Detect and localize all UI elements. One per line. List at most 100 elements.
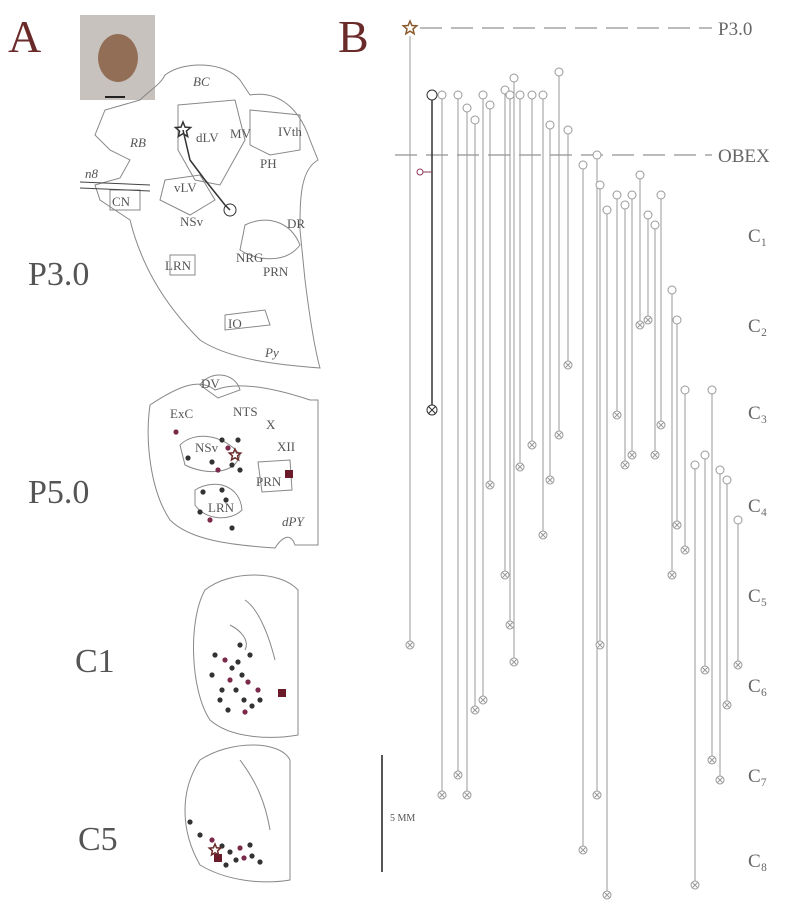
cell-dot [239,672,245,678]
track-start [733,515,743,525]
track-start [722,475,732,485]
track-end-cross [597,642,603,648]
region-label: X [266,417,276,432]
region-label: DV [201,376,220,391]
cell-dot [209,672,215,678]
cell-dot [247,842,253,848]
collateral-end [416,168,424,176]
cell-dot [241,855,247,861]
track-start [527,90,537,100]
cell-dot [197,832,203,838]
track-start [672,315,682,325]
cell-dot [223,862,229,868]
cell-dot [249,703,255,709]
section-outline [94,64,321,369]
track-end-cross [669,572,675,578]
region-label: PRN [256,474,282,489]
track-end-cross [709,757,715,763]
track-start [545,120,555,130]
cell-dot [217,697,223,703]
cell-dot [245,679,251,685]
cell-dot [219,437,225,443]
star-marker [401,19,419,36]
region-label: dPY [282,514,305,529]
cell-dot [222,657,228,663]
track-end-cross [511,659,517,665]
cell-square [278,689,286,697]
cell-dot [235,659,241,665]
region-label: NTS [233,404,258,419]
cell-dot [237,642,243,648]
cell-dot [209,837,215,843]
track-start [478,90,488,100]
level-label: C₆ [748,676,767,697]
region-label: PRN [263,264,289,279]
cell-dot [219,843,225,849]
tracks [405,36,743,900]
track-end-cross [529,442,535,448]
track-end-cross [487,482,493,488]
cell-dot [223,497,229,503]
cell-dot [249,853,255,859]
cell-square [214,854,222,862]
cell-square [285,470,293,478]
track-end-cross [724,702,730,708]
track-start [563,125,573,135]
region-label: IVth [278,124,302,139]
track-end [223,203,237,217]
track-end-cross [622,462,628,468]
track-end-cross [735,662,741,668]
region-label: vLV [174,180,197,195]
panel-label: B [338,11,369,62]
level-label: OBEX [718,146,770,167]
track-start [595,180,605,190]
track-start [592,150,602,160]
region-label: BC [193,74,210,89]
region-label: MV [230,126,252,141]
cell-dot [227,849,233,855]
region-label: LRN [165,258,192,273]
track-start [612,190,622,200]
cell-dot [187,819,193,825]
section-label: P3.0 [28,256,89,293]
track-start [650,220,660,230]
track-end-cross [565,362,571,368]
scale-label: 5 MM [390,813,415,824]
region-label: ExC [170,406,193,421]
level-label: C₇ [748,766,767,787]
track-start [627,190,637,200]
track-end-cross [502,572,508,578]
track-start [620,200,630,210]
track-end-cross [428,406,436,414]
cell-dot [255,687,261,693]
track-start [635,170,645,180]
region-label: NSv [195,440,219,455]
star-marker [173,120,193,139]
cell-dot [200,489,206,495]
cell-dot [229,665,235,671]
track-end-cross [455,772,461,778]
region-label: LRN [208,500,235,515]
cell-dot [225,445,231,451]
track-start [680,385,690,395]
track-start [509,73,519,83]
track-start [656,190,666,200]
region-outline [179,374,293,519]
level-label: C₁ [748,226,767,247]
track-end-cross [652,452,658,458]
track-start [602,205,612,215]
track-end-cross [556,432,562,438]
region-label: NSv [180,214,204,229]
track-end-cross [594,792,600,798]
section-label: C5 [78,821,118,858]
cell-dot [225,707,231,713]
level-label: P3.0 [718,19,752,40]
section-label: P5.0 [28,474,89,511]
track-start [643,210,653,220]
cell-dot [212,652,218,658]
cell-dot [235,437,241,443]
cell-dot [257,697,263,703]
section-outline [184,744,291,883]
region-outline [229,599,276,661]
track-end-cross [540,532,546,538]
